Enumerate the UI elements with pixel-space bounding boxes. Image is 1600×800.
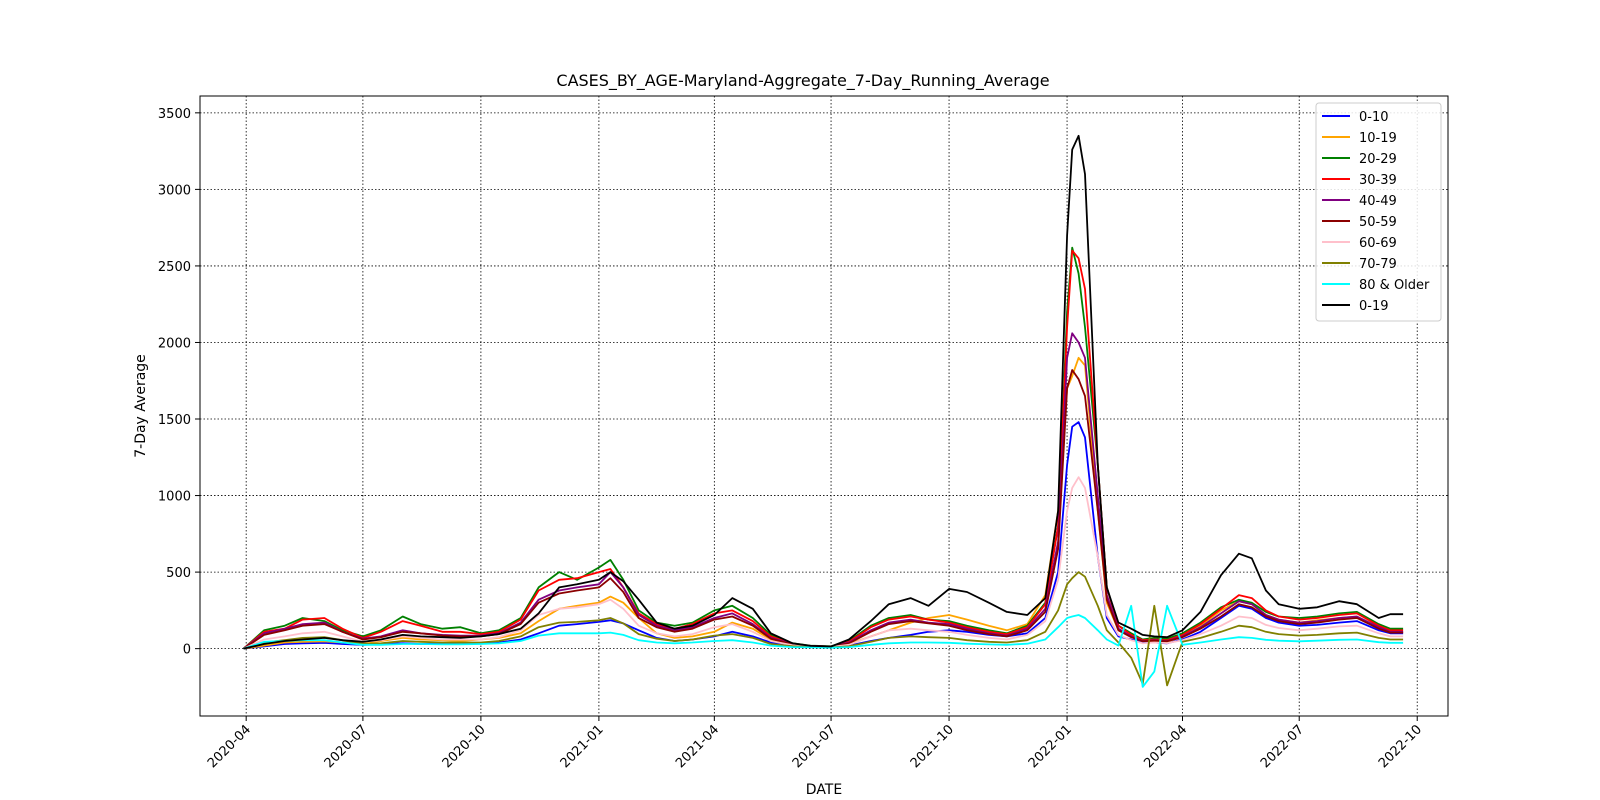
legend-label: 60-69 <box>1359 236 1397 251</box>
series-line-2 <box>243 246 1404 650</box>
legend-label: 50-59 <box>1359 215 1397 230</box>
plot-area-frame <box>199 95 1449 717</box>
legend-label: 10-19 <box>1359 131 1397 146</box>
series-line-6 <box>243 476 1404 650</box>
chart-title: CASES_BY_AGE-Maryland-Aggregate_7-Day_Ru… <box>556 71 1049 91</box>
y-tick-label: 0 <box>183 643 191 658</box>
y-tick-label: 1500 <box>158 413 191 428</box>
legend-label: 20-29 <box>1359 152 1397 167</box>
legend-label: 30-39 <box>1359 173 1397 188</box>
y-tick-label: 1000 <box>158 490 191 505</box>
y-tick-label: 2000 <box>158 336 191 351</box>
y-axis-label: 7-Day Average <box>133 354 149 458</box>
series-lines <box>243 134 1404 688</box>
grid-lines <box>200 96 1448 716</box>
x-axis-label: DATE <box>806 782 842 798</box>
series-line-7 <box>243 571 1404 687</box>
legend: 0-10 10-19 20-29 30-39 40-49 50-59 60-69 70-79 8… <box>1315 102 1442 322</box>
legend-label: 70-79 <box>1359 257 1397 272</box>
legend-label: 0-10 <box>1359 110 1389 125</box>
series-line-5 <box>243 369 1404 650</box>
y-axis-ticks: 0 500 1000 1500 2000 2500 3000 3500 <box>158 107 200 658</box>
series-line-9 <box>243 134 1404 650</box>
y-tick-label: 2500 <box>158 260 191 275</box>
legend-label: 0-19 <box>1359 299 1389 314</box>
series-line-8 <box>243 604 1404 688</box>
legend-label: 80 & Older <box>1359 278 1430 293</box>
y-tick-label: 3500 <box>158 107 191 122</box>
y-tick-label: 500 <box>166 566 191 581</box>
legend-label: 40-49 <box>1359 194 1397 209</box>
series-line-3 <box>243 249 1404 650</box>
y-tick-label: 3000 <box>158 183 191 198</box>
